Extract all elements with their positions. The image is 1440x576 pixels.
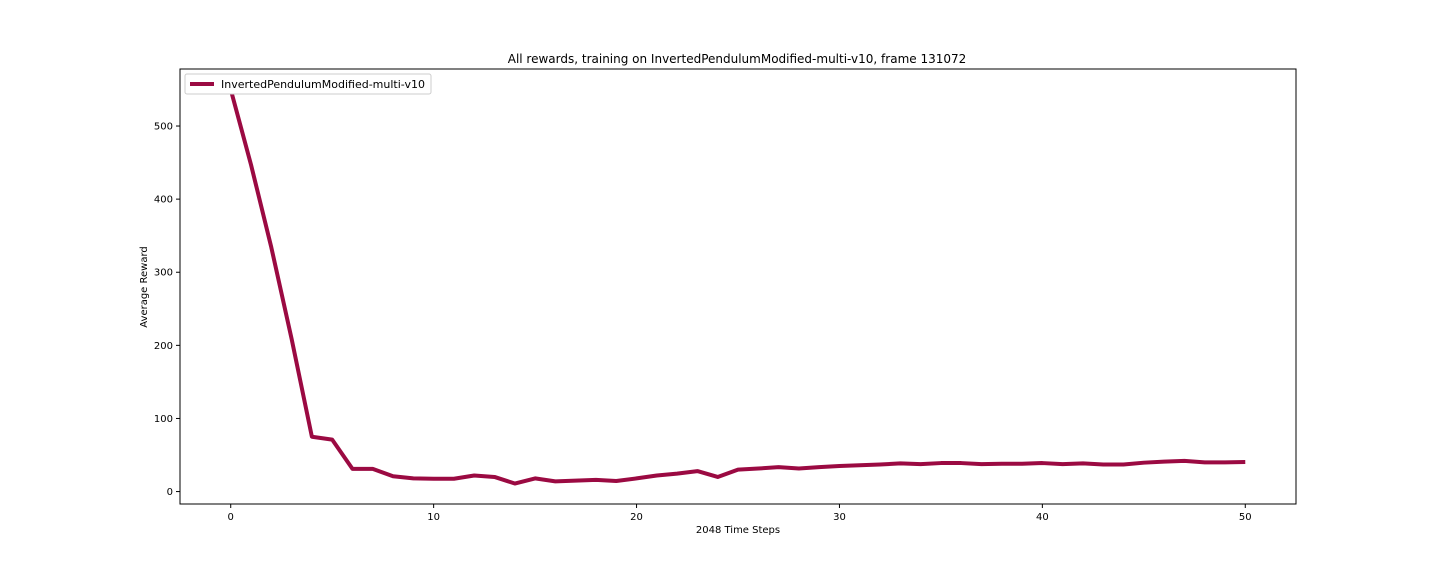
legend-entry-label: InvertedPendulumModified-multi-v10 <box>221 78 425 91</box>
legend: InvertedPendulumModified-multi-v10 <box>184 73 432 95</box>
series-line-0 <box>228 88 1246 486</box>
y-tick-label: 200 <box>154 341 173 352</box>
legend-box <box>184 73 432 95</box>
y-axis: 0 100 200 300 400 500 <box>154 122 180 498</box>
y-tick-label: 500 <box>154 122 173 133</box>
x-tick-label: 30 <box>833 512 846 523</box>
y-tick-label: 100 <box>154 414 173 425</box>
y-axis-label: Average Reward <box>139 246 150 327</box>
x-tick-label: 20 <box>630 512 643 523</box>
y-tick-label: 300 <box>154 268 173 279</box>
y-tick-label: 0 <box>167 487 173 498</box>
series-layer <box>228 88 1246 486</box>
x-tick-label: 40 <box>1036 512 1049 523</box>
chart-title: All rewards, training on InvertedPendulu… <box>508 52 967 66</box>
x-tick-label: 0 <box>228 512 234 523</box>
y-tick-label: 400 <box>154 195 173 206</box>
x-tick-label: 10 <box>427 512 440 523</box>
x-tick-label: 50 <box>1239 512 1252 523</box>
plot-area-frame <box>179 68 1297 505</box>
x-axis: 0 10 20 30 40 50 <box>228 504 1252 523</box>
x-axis-label: 2048 Time Steps <box>696 525 780 536</box>
